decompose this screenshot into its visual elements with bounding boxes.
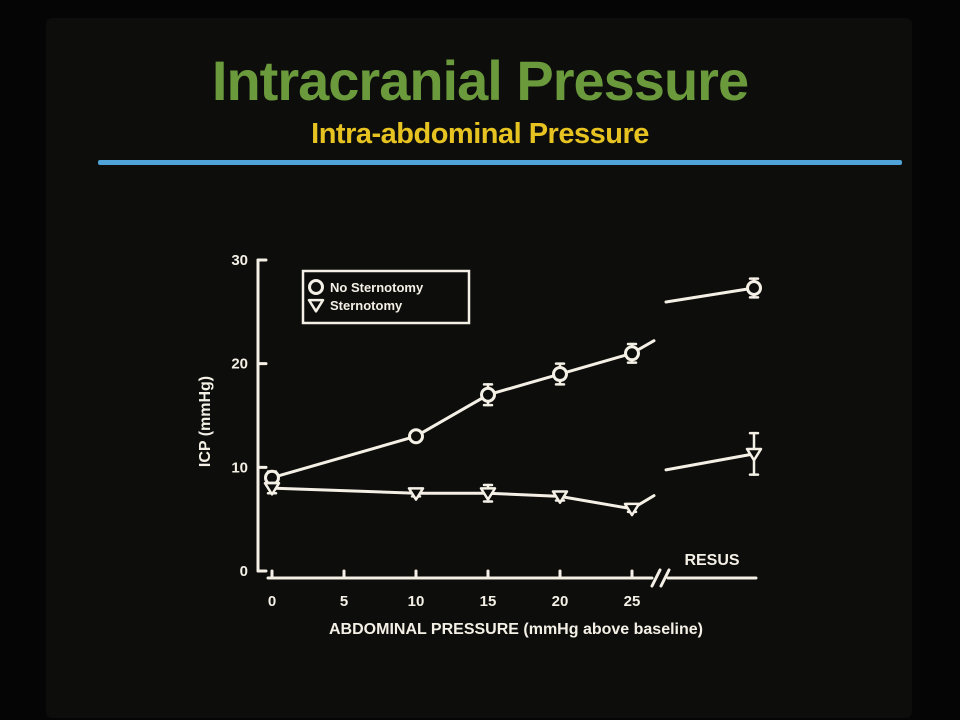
slide-subtitle: Intra-abdominal Pressure xyxy=(311,118,649,150)
legend-box xyxy=(301,269,471,325)
x-tick-label: 25 xyxy=(624,593,641,610)
slide-background xyxy=(46,18,912,718)
series-resus-line xyxy=(664,286,756,304)
data-point-triangle xyxy=(479,487,497,501)
chart-legend: No Sternotomy Sternotomy xyxy=(301,269,471,325)
y-tick-label: 0 xyxy=(240,563,248,580)
chart-axes: 0 10 20 30 ICP (mmHg) 0 5 10 15 20 25 RESUS ABDOMINA… xyxy=(197,252,758,638)
data-point-circle xyxy=(624,345,640,362)
series-no-sternotomy xyxy=(264,277,762,486)
axis-break-mark xyxy=(650,568,662,588)
data-point-triangle xyxy=(407,487,425,501)
data-point-triangle xyxy=(623,502,641,517)
data-point-triangle xyxy=(307,298,325,313)
x-axis-label: ABDOMINAL PRESSURE (mmHg above baseline) xyxy=(329,621,703,638)
y-tick-label: 10 xyxy=(231,459,248,476)
data-point-triangle xyxy=(551,490,569,504)
data-point-circle xyxy=(408,428,424,445)
data-point-triangle xyxy=(745,447,763,462)
chart-series xyxy=(263,277,763,517)
axis-break-mark xyxy=(659,568,671,588)
title-rule xyxy=(98,160,902,165)
slide-title: Intracranial Pressure xyxy=(211,49,749,112)
data-point-circle xyxy=(308,279,324,295)
data-point-circle xyxy=(552,366,568,383)
x-tick-label: 0 xyxy=(268,593,276,610)
x-tick-label: 5 xyxy=(340,593,348,610)
y-tick-label: 30 xyxy=(231,252,248,269)
series-sternotomy xyxy=(263,431,763,517)
series-line xyxy=(270,486,634,511)
series-resus-line xyxy=(664,452,756,472)
y-tick-label: 20 xyxy=(231,356,248,373)
data-point-triangle xyxy=(263,481,281,496)
legend-entry: Sternotomy xyxy=(330,298,403,313)
x-tick-label: 10 xyxy=(408,593,425,610)
data-point-circle xyxy=(480,386,496,403)
resus-label: RESUS xyxy=(684,552,739,569)
x-tick-label: 15 xyxy=(480,593,497,610)
legend-entry: No Sternotomy xyxy=(330,280,424,295)
x-tick-label: 20 xyxy=(552,593,569,610)
y-axis-label: ICP (mmHg) xyxy=(197,376,214,467)
series-line xyxy=(270,351,634,480)
data-point-circle xyxy=(746,279,762,296)
